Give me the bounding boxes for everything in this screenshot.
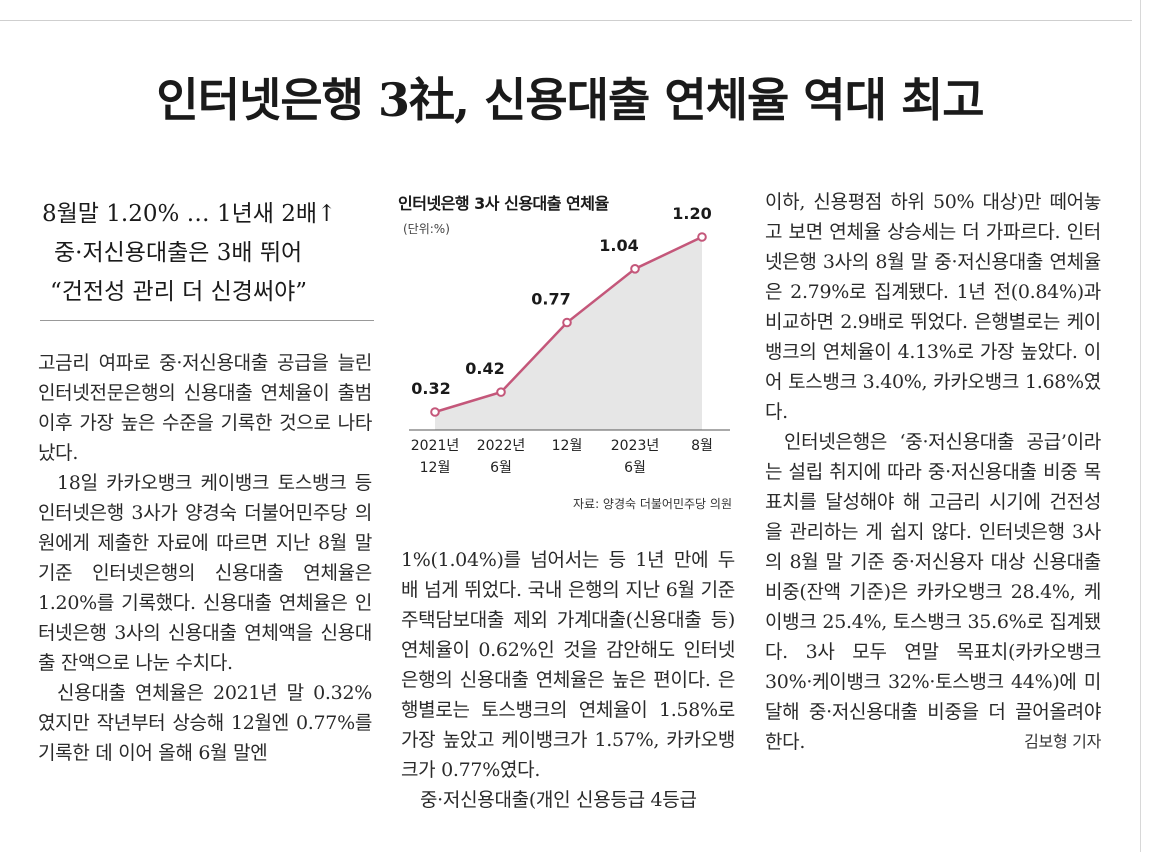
chart-x-tick-label: 2021년 — [411, 438, 460, 454]
paragraph: 인터넷은행은 ‘중·저신용대출 공급’이라는 설립 취지에 따라 중·저신용대출… — [765, 427, 1101, 757]
article-column-3: 이하, 신용평점 하위 50% 대상)만 떼어놓고 보면 연체율 상승세는 더 … — [765, 187, 1101, 757]
paragraph: 중·저신용대출(개인 신용등급 4등급 — [420, 789, 697, 811]
byline: 김보형 기자 — [1024, 732, 1101, 751]
chart-data-label: 1.04 — [599, 236, 638, 255]
chart-data-label: 0.42 — [465, 359, 504, 378]
subhead-divider — [40, 320, 374, 321]
paragraph: 1%(1.04%)를 넘어서는 등 1년 만에 두 배 넘게 뛰었다. 국내 은… — [401, 549, 735, 781]
chart-data-label: 1.20 — [672, 204, 711, 223]
chart-x-tick-label: 8월 — [691, 438, 713, 454]
chart-area-fill — [435, 237, 702, 430]
paragraph: 신용대출 연체율은 2021년 말 0.32%였지만 작년부터 상승해 12월엔… — [38, 682, 372, 764]
chart-x-tick-label: 6월 — [624, 460, 646, 476]
chart-x-tick-label: 2023년 — [611, 438, 660, 454]
subheadline: 8월말 1.20% … 1년새 2배↑ 중·저신용대출은 3배 뛰어 “건전성 … — [40, 195, 370, 312]
chart-unit: (단위:%) — [403, 222, 450, 236]
subhead-line-3: “건전성 관리 더 신경써야” — [50, 279, 308, 305]
right-scroll-edge — [1140, 0, 1141, 852]
chart-data-label: 0.32 — [411, 379, 450, 398]
subhead-line-1: 8월말 1.20% … 1년새 2배↑ — [42, 201, 337, 227]
chart-data-point — [697, 232, 707, 242]
chart-x-tick-label: 6월 — [490, 460, 512, 476]
chart-data-label: 0.77 — [531, 290, 570, 309]
chart-data-point — [630, 264, 640, 274]
chart-plot: 0.32 2021년 12월 0.42 2022년 6월 0.77 12월 1.04 2023년 6… — [409, 204, 730, 476]
subhead-line-2: 중·저신용대출은 3배 뛰어 — [54, 240, 303, 266]
chart-title: 인터넷은행 3사 신용대출 연체율 — [398, 194, 609, 213]
chart-data-point — [496, 387, 506, 397]
chart-data-point — [562, 317, 572, 328]
headline: 인터넷은행 3社, 신용대출 연체율 역대 최고 — [156, 73, 984, 127]
chart-source: 자료: 양경숙 더불어민주당 의원 — [572, 497, 732, 511]
paragraph: 18일 카카오뱅크 케이뱅크 토스뱅크 등 인터넷은행 3사가 양경숙 더불어민… — [38, 472, 372, 674]
chart-data-point — [430, 407, 440, 417]
paragraph-text: 인터넷은행은 ‘중·저신용대출 공급’이라는 설립 취지에 따라 중·저신용대출… — [765, 431, 1101, 753]
chart-x-tick-label: 12월 — [420, 460, 451, 476]
article-column-2: 1%(1.04%)를 넘어서는 등 1년 만에 두 배 넘게 뛰었다. 국내 은… — [401, 545, 735, 815]
article-column-1: 고금리 여파로 중·저신용대출 공급을 늘린 인터넷전문은행의 신용대출 연체율… — [38, 348, 372, 768]
delinquency-chart: 인터넷은행 3사 신용대출 연체율 (단위:%) 0.32 2021년 12월 0.4… — [395, 185, 740, 520]
paragraph: 이하, 신용평점 하위 50% 대상)만 떼어놓고 보면 연체율 상승세는 더 … — [765, 191, 1101, 423]
top-rule — [0, 20, 1132, 21]
chart-x-tick-label: 2022년 — [477, 438, 526, 454]
paragraph: 고금리 여파로 중·저신용대출 공급을 늘린 인터넷전문은행의 신용대출 연체율… — [38, 352, 372, 464]
chart-x-tick-label: 12월 — [552, 438, 583, 454]
